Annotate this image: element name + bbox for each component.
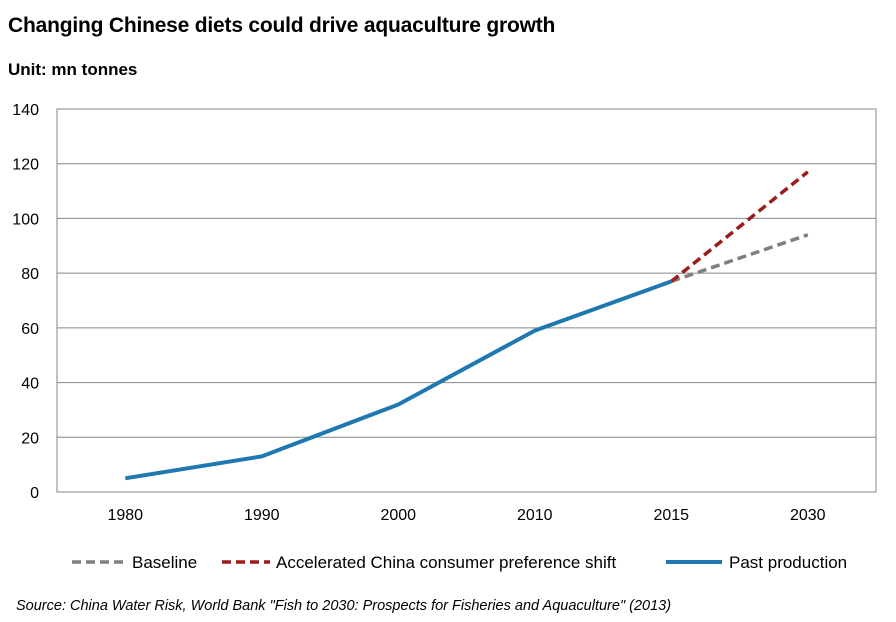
series-line-1	[670, 170, 809, 283]
x-tick-label: 2000	[380, 507, 416, 524]
x-axis: 1980 1990 2000 2010 2015 2030	[107, 507, 825, 524]
chart-subtitle: Unit: mn tonnes	[8, 60, 138, 79]
y-axis: 0 20 40 60 80 100 120 140	[12, 102, 39, 502]
legend-label: Past production	[729, 553, 847, 572]
series-lines	[124, 170, 809, 481]
x-tick-label: 1980	[107, 507, 143, 524]
y-tick-label: 140	[12, 102, 39, 119]
plot-area	[56, 108, 877, 493]
x-tick-label: 1990	[244, 507, 280, 524]
chart-title: Changing Chinese diets could drive aquac…	[8, 14, 556, 37]
x-tick-label: 2010	[517, 507, 553, 524]
legend: Baseline Accelerated China consumer prefe…	[72, 553, 847, 572]
y-tick-label: 80	[21, 266, 39, 283]
y-tick-label: 20	[21, 430, 39, 447]
y-tick-label: 40	[21, 376, 39, 393]
y-tick-label: 100	[12, 211, 39, 228]
legend-label: Accelerated China consumer preference sh…	[276, 553, 616, 572]
x-tick-label: 2030	[790, 507, 826, 524]
series-line-0	[670, 233, 809, 284]
legend-label: Baseline	[132, 553, 197, 572]
y-tick-label: 120	[12, 157, 39, 174]
x-tick-label: 2015	[653, 507, 689, 524]
y-tick-label: 60	[21, 321, 39, 338]
gridlines	[57, 163, 876, 438]
source-note: Source: China Water Risk, World Bank "Fi…	[16, 598, 672, 614]
series-line-2	[124, 279, 672, 481]
y-tick-label: 0	[30, 485, 39, 502]
